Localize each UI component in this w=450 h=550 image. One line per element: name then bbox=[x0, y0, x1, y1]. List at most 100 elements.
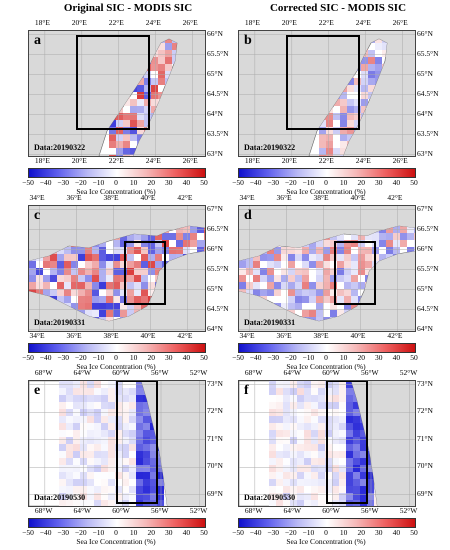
date-label: Data:20190322 bbox=[244, 143, 296, 152]
y-tick-label: 66°N bbox=[417, 28, 433, 38]
x-tick-label-top: 34°E bbox=[29, 193, 45, 202]
colorbar-tick-label: −30 bbox=[267, 353, 280, 362]
y-tick-label: 65°N bbox=[207, 68, 223, 78]
y-tick-label: 64°N bbox=[417, 323, 433, 333]
colorbar-tick-label: −10 bbox=[92, 178, 105, 187]
x-tick-label-top: 22°E bbox=[108, 18, 124, 27]
colorbar-tick-label: −40 bbox=[39, 178, 52, 187]
map-panel-a: 18°E 20°E 22°E 24°E 26°E a Data:20190322 66°N 65… bbox=[22, 19, 229, 200]
y-tick-label: 72°N bbox=[207, 406, 223, 416]
study-region-box bbox=[326, 381, 368, 504]
colorbar-tick-label: 40 bbox=[392, 178, 401, 187]
x-tick-label-top: 38°E bbox=[313, 193, 329, 202]
x-tick-label-top: 40°E bbox=[140, 193, 156, 202]
y-tick-label: 73°N bbox=[417, 378, 433, 388]
x-tick-label-bottom: 22°E bbox=[318, 156, 334, 165]
y-tick-label: 64°N bbox=[417, 108, 433, 118]
colorbar-tick-label: 40 bbox=[392, 528, 401, 537]
x-tick-label-top: 36°E bbox=[66, 193, 82, 202]
colorbar-tick-label: 20 bbox=[147, 353, 155, 362]
colorbar-tick-label: −40 bbox=[249, 178, 262, 187]
y-tick-label: 66°N bbox=[417, 243, 433, 253]
colorbar-tick-label: 40 bbox=[392, 353, 401, 362]
colorbar-tick-label: −40 bbox=[249, 353, 262, 362]
sic-difference-map: d Data:20190331 bbox=[238, 205, 416, 332]
colorbar-tick-label: −20 bbox=[284, 353, 297, 362]
x-tick-label-top: 56°W bbox=[361, 368, 379, 377]
colorbar-tick-label: −50 bbox=[22, 353, 34, 362]
y-tick-label: 66.5°N bbox=[417, 223, 439, 233]
colorbar-tick-label: 0 bbox=[114, 528, 118, 537]
colorbar-tick-label: −50 bbox=[232, 178, 244, 187]
colorbar-title: Sea Ice Concentration (%) bbox=[76, 362, 156, 371]
panel-letter: c bbox=[34, 208, 41, 223]
colorbar-tick-label: −40 bbox=[249, 528, 262, 537]
y-tick-label: 67°N bbox=[417, 203, 433, 213]
y-tick-label: 64°N bbox=[207, 108, 223, 118]
x-tick-label-top: 52°W bbox=[399, 368, 418, 377]
x-tick-label-bottom: 36°E bbox=[276, 331, 292, 340]
colorbar-title: Sea Ice Concentration (%) bbox=[286, 187, 366, 196]
colorbar-tick-label: 30 bbox=[165, 178, 173, 187]
colorbar-tick-label: −10 bbox=[302, 178, 315, 187]
colorbar-tick-label: −50 bbox=[22, 528, 34, 537]
colorbar-tick-label: −30 bbox=[57, 353, 70, 362]
colorbar-tick-label: −10 bbox=[92, 528, 105, 537]
colorbar-tick-label: −10 bbox=[302, 528, 315, 537]
colorbar-tick-label: 0 bbox=[324, 353, 328, 362]
colorbar-tick-label: 20 bbox=[357, 178, 365, 187]
colorbar-tick-label: −30 bbox=[57, 178, 70, 187]
x-tick-label-top: 52°W bbox=[189, 368, 208, 377]
x-tick-label-top: 18°E bbox=[244, 18, 260, 27]
colorbar-tick-label: −50 bbox=[232, 353, 244, 362]
y-tick-label: 63°N bbox=[207, 148, 223, 158]
colorbar-tick-label: −20 bbox=[284, 528, 297, 537]
difference-cells bbox=[59, 381, 167, 506]
map-panel-c: 34°E 36°E 38°E 40°E 42°E c Data:20190331 67°N 66… bbox=[22, 194, 229, 375]
study-region-box bbox=[76, 35, 150, 130]
colorbar bbox=[238, 168, 416, 178]
map-panel-e: 68°W 64°W 60°W 56°W 52°W e Data:20190530 73°N 72… bbox=[22, 369, 228, 550]
x-tick-label-bottom: 18°E bbox=[244, 156, 260, 165]
sic-difference-map: f Data:20190530 bbox=[238, 380, 416, 507]
colorbar-tick-label: −10 bbox=[302, 353, 315, 362]
colorbar-tick-label: 40 bbox=[182, 353, 191, 362]
x-tick-label-bottom: 68°W bbox=[244, 506, 263, 515]
y-tick-label: 65.5°N bbox=[207, 48, 229, 58]
x-tick-label-bottom: 34°E bbox=[29, 331, 45, 340]
x-tick-label-bottom: 24°E bbox=[355, 156, 371, 165]
sic-difference-map: c Data:20190331 bbox=[28, 205, 206, 332]
gridlines bbox=[239, 381, 415, 506]
x-tick-label-top: 60°W bbox=[112, 368, 130, 377]
x-tick-label-bottom: 68°W bbox=[34, 506, 53, 515]
sic-difference-map: e Data:20190530 bbox=[28, 380, 206, 507]
x-tick-label-top: 24°E bbox=[145, 18, 161, 27]
right-column-title: Corrected SIC - MODIS SIC bbox=[269, 2, 407, 14]
gridlines bbox=[239, 206, 415, 331]
x-tick-label-top: 24°E bbox=[355, 18, 371, 27]
colorbar-tick-label: −50 bbox=[232, 528, 244, 537]
colorbar bbox=[238, 518, 416, 528]
sic-difference-map: b Data:20190322 bbox=[238, 30, 416, 157]
y-tick-label: 64.5°N bbox=[207, 88, 229, 98]
colorbar-title: Sea Ice Concentration (%) bbox=[286, 537, 366, 546]
panel-letter: a bbox=[34, 33, 41, 48]
x-tick-label-bottom: 60°W bbox=[322, 506, 340, 515]
colorbar-tick-label: 50 bbox=[410, 178, 418, 187]
y-tick-label: 66.5°N bbox=[207, 223, 229, 233]
colorbar-tick-label: −30 bbox=[267, 178, 280, 187]
y-tick-label: 65.5°N bbox=[417, 48, 439, 58]
panel-letter: f bbox=[244, 383, 249, 398]
colorbar-tick-label: 50 bbox=[200, 178, 208, 187]
colorbar-title: Sea Ice Concentration (%) bbox=[286, 362, 366, 371]
left-column-title: Original SIC - MODIS SIC bbox=[63, 2, 193, 14]
colorbar-tick-label: 20 bbox=[147, 178, 155, 187]
colorbar-tick-label: 50 bbox=[410, 353, 418, 362]
date-label: Data:20190322 bbox=[34, 143, 86, 152]
x-tick-label-bottom: 34°E bbox=[239, 331, 255, 340]
map-panel-f: 68°W 64°W 60°W 56°W 52°W f Data:20190530 73°N 72… bbox=[232, 369, 438, 550]
study-region-box bbox=[124, 241, 166, 305]
map-panel-d: 34°E 36°E 38°E 40°E 42°E d Data:20190331 67°N 66… bbox=[232, 194, 439, 375]
x-tick-label-bottom: 38°E bbox=[313, 331, 329, 340]
x-tick-label-top: 60°W bbox=[322, 368, 340, 377]
